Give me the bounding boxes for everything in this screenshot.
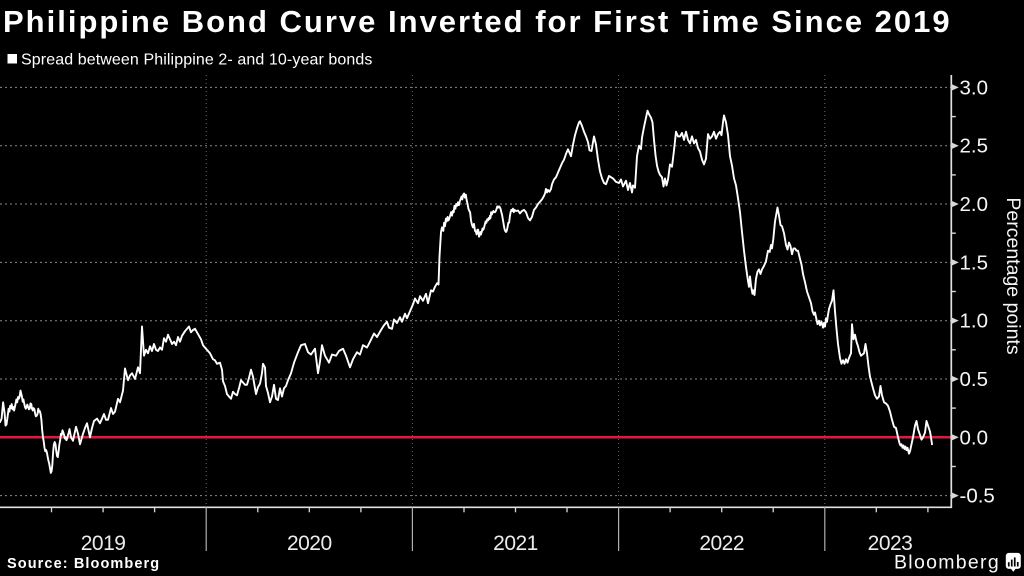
svg-text:2021: 2021 [493,532,538,555]
svg-text:0.5: 0.5 [960,368,989,391]
svg-text:Spread between Philippine 2- a: Spread between Philippine 2- and 10-year… [21,52,373,69]
svg-text:Percentage points: Percentage points [1002,197,1024,354]
svg-text:Philippine Bond Curve Inverted: Philippine Bond Curve Inverted for First… [3,4,952,39]
svg-text:0.0: 0.0 [960,426,989,449]
svg-text:2.0: 2.0 [960,193,989,216]
svg-text:2019: 2019 [81,532,126,555]
svg-text:3.0: 3.0 [960,76,989,99]
svg-text:1.5: 1.5 [960,251,989,274]
svg-text:2022: 2022 [699,532,744,555]
svg-text:1.0: 1.0 [960,310,989,333]
svg-text:Source: Bloomberg: Source: Bloomberg [7,556,160,572]
svg-text:2023: 2023 [868,532,913,555]
svg-text:2.5: 2.5 [960,135,989,158]
svg-text:Bloomberg: Bloomberg [894,552,1000,574]
svg-text:2020: 2020 [287,532,332,555]
svg-text:-0.5: -0.5 [960,485,995,508]
